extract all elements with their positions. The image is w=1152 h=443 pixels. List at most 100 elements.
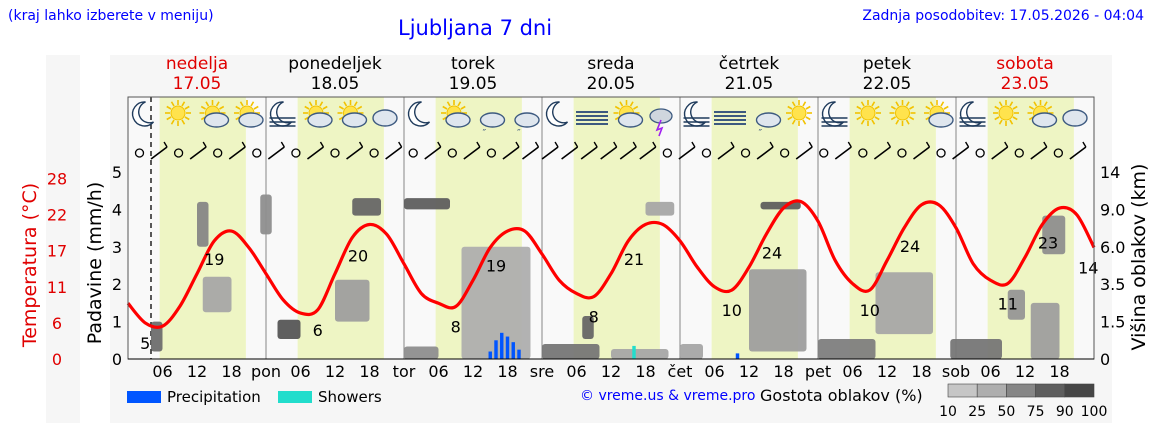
cloud-height-tick-label: 1.5: [1100, 313, 1125, 332]
rain-cloud-icon: ″: [479, 112, 506, 139]
wind-calm-marker: [975, 148, 985, 158]
cloud-block: [818, 339, 876, 359]
wind-barb: [189, 146, 207, 160]
sun-ray: [905, 101, 910, 107]
wind-barb-tick: [280, 141, 285, 148]
wind-barb: [522, 146, 539, 160]
fog-icon: [576, 111, 608, 125]
sun-ray: [239, 101, 244, 107]
wind-barb: [834, 146, 852, 160]
fog-icon: [714, 111, 746, 125]
moon-shape: [683, 101, 707, 127]
sun-ray: [166, 116, 172, 121]
sun-ray: [1033, 101, 1038, 107]
cloud-height-tick-label: 6.0: [1100, 238, 1125, 257]
sun-ray: [860, 119, 865, 125]
wind-barb: [385, 146, 403, 160]
wind-calm-marker: [936, 148, 946, 158]
precip-tick-label: 5: [112, 163, 122, 182]
temp-tick-label: 28: [47, 170, 67, 189]
day-short-label: tor: [393, 362, 416, 381]
day-short-label: sob: [942, 362, 970, 381]
partly-cloudy-icon: [234, 100, 264, 128]
sun-disc: [791, 105, 807, 121]
showers-swatch: [278, 391, 312, 403]
sun-ray: [802, 101, 807, 107]
wind-calm-marker: [408, 148, 418, 158]
sun-ray: [219, 105, 225, 110]
day-name: sreda: [587, 54, 634, 74]
wind-calm-marker: [369, 148, 379, 158]
wind-barb: [952, 146, 970, 160]
wind-barb: [306, 146, 324, 160]
partly-cloudy-night-icon: [372, 109, 398, 127]
cloud-block: [1007, 289, 1025, 320]
hour-tick-label: 18: [635, 362, 655, 381]
day-name: ponedeljek: [288, 54, 382, 74]
sun-ray: [890, 105, 896, 110]
wind-barb: [639, 146, 657, 160]
cloud-block: [611, 349, 669, 359]
sun-ray: [874, 116, 880, 121]
cloud-density-swatch: [1064, 383, 1095, 398]
cloud-height-tick-label: 3.5: [1100, 275, 1125, 294]
hour-tick-label: 06: [428, 362, 448, 381]
wind-barb-tick: [769, 141, 774, 148]
day-date: 19.05: [449, 74, 498, 94]
hour-tick-label: 18: [911, 362, 931, 381]
hour-tick-label: 12: [187, 362, 207, 381]
wind-barb-tick: [964, 141, 970, 148]
wind-barb-tick: [652, 141, 657, 148]
cloud-block: [749, 269, 807, 352]
showers-bar: [632, 345, 636, 359]
wind-barb: [795, 146, 813, 160]
sun-ray: [304, 105, 310, 110]
wind-calm-marker: [330, 148, 340, 158]
region-hint: (kraj lahko izberete v meniju): [8, 8, 214, 24]
partly-cloudy-icon: [441, 100, 471, 128]
sun-ray: [200, 105, 206, 110]
sun-ray: [460, 105, 466, 110]
cloud-shape: [307, 112, 333, 128]
wind-barb: [424, 146, 442, 160]
wind-barb: [717, 146, 735, 160]
precip-tick-label: 3: [112, 238, 122, 257]
sun-ray: [905, 119, 910, 125]
day-name: torek: [451, 54, 495, 74]
sun-disc: [860, 105, 876, 121]
rain-cloud-icon: ″: [755, 112, 782, 139]
cloud-block: [260, 194, 272, 235]
credit-link[interactable]: © vreme.us & vreme.pro: [580, 388, 756, 404]
sun-ray: [994, 116, 1000, 121]
page-title: Ljubljana 7 dni: [398, 16, 553, 40]
sun-ray: [215, 101, 220, 107]
sun-ray: [998, 101, 1003, 107]
hour-tick-label: 18: [1049, 362, 1069, 381]
cloud-block: [680, 344, 703, 359]
wind-calm-marker: [858, 148, 868, 158]
partly-cloudy-icon: [337, 100, 368, 128]
cloud-block: [950, 339, 1002, 359]
weather-icons: ″ ″ ″: [131, 100, 1088, 160]
precip-tick-label: 1: [112, 313, 122, 332]
precipitation-bar: [505, 336, 510, 359]
sun-ray: [895, 119, 900, 125]
sun-ray: [633, 105, 639, 110]
wind-barb: [619, 146, 637, 160]
cloud-density-tick: 75: [1027, 404, 1045, 420]
moon-shape: [545, 101, 569, 127]
wind-calm-marker: [213, 148, 223, 158]
sun-ray: [184, 116, 190, 121]
cloud-shape: [928, 112, 954, 128]
wind-barb: [1069, 146, 1087, 160]
sun-icon: [889, 100, 916, 126]
cloud-block: [404, 198, 450, 210]
precip-tick-label: 4: [112, 200, 122, 219]
wind-barb: [991, 146, 1009, 160]
hour-tick-label: 06: [566, 362, 586, 381]
day-short-label: sre: [530, 362, 554, 381]
sun-ray: [181, 101, 186, 107]
sun-ray: [1012, 116, 1018, 121]
moon-icon: [407, 101, 431, 127]
sun-ray: [787, 116, 793, 121]
